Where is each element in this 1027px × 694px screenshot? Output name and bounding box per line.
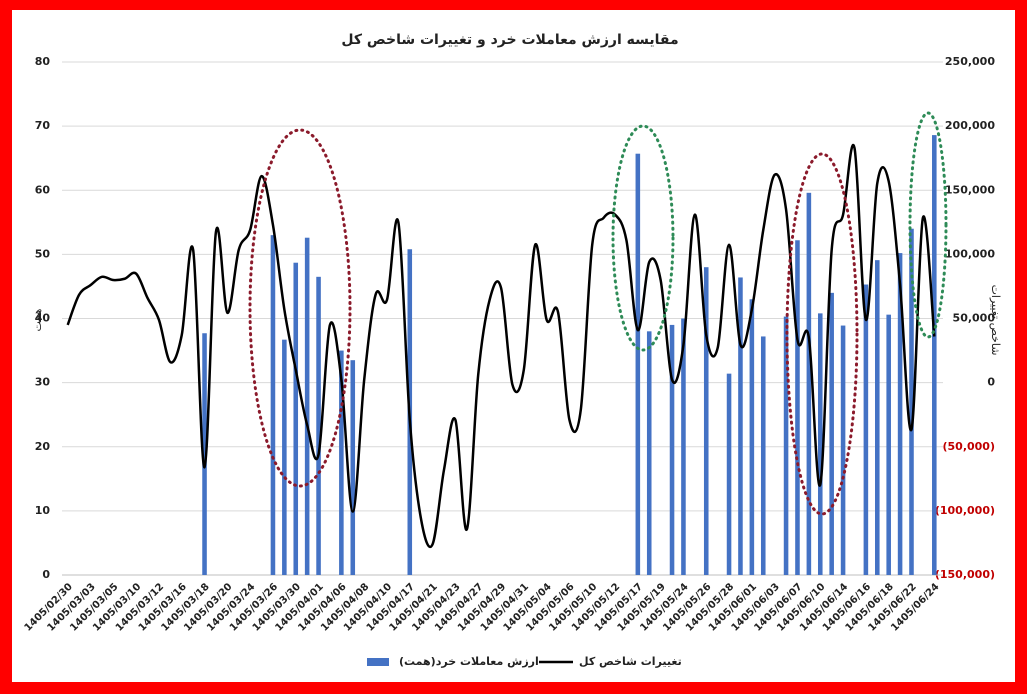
bar bbox=[316, 276, 321, 575]
y-tick-label: 0 bbox=[42, 568, 50, 581]
bar bbox=[783, 316, 789, 575]
bar bbox=[897, 253, 903, 575]
y2-tick-label: 100,000 bbox=[945, 247, 995, 260]
bar bbox=[726, 373, 732, 575]
bar bbox=[703, 267, 709, 575]
bar bbox=[350, 360, 356, 575]
bar bbox=[749, 299, 755, 575]
line bbox=[66, 143, 936, 549]
bar bbox=[806, 192, 812, 575]
bar bbox=[270, 235, 276, 575]
chart-title: مقایسه ارزش معاملات خرد و تغییرات شاخص ک… bbox=[341, 32, 678, 48]
bar bbox=[202, 333, 207, 575]
bar bbox=[635, 153, 641, 576]
bar bbox=[738, 277, 743, 575]
bar bbox=[932, 135, 937, 575]
bar bbox=[282, 339, 287, 575]
bar bbox=[669, 324, 675, 575]
y-tick-label: 20 bbox=[35, 440, 51, 453]
bar bbox=[795, 240, 800, 575]
bar bbox=[840, 325, 846, 575]
y2-tick-label: 150,000 bbox=[945, 183, 995, 196]
y2-axis-title: شاخص تغییرات bbox=[989, 285, 1002, 356]
y-tick-label: 70 bbox=[35, 119, 51, 132]
ellipse bbox=[611, 124, 675, 352]
plot: 0 10 20 30 40 50 60 70 80 (150,000) (100,000) (50,0… bbox=[23, 55, 996, 668]
y2-tick-label: (50,000) bbox=[942, 440, 995, 453]
y-tick-label: 50 bbox=[35, 247, 51, 260]
bar bbox=[304, 237, 310, 575]
y2-tick-label: 250,000 bbox=[945, 55, 995, 68]
y-tick-label: 60 bbox=[35, 183, 51, 196]
y-tick-label: 10 bbox=[35, 504, 51, 517]
bar bbox=[293, 262, 299, 575]
annotations bbox=[248, 111, 948, 516]
y2-tick-label: 0 bbox=[987, 376, 995, 389]
bar bbox=[875, 260, 880, 575]
bar bbox=[863, 284, 869, 575]
legend-label: تغییرات شاخص کل bbox=[579, 655, 682, 668]
ellipse bbox=[248, 128, 352, 488]
bar bbox=[817, 313, 823, 575]
y-tick-label: 30 bbox=[35, 376, 51, 389]
y2-tick-label: (150,000) bbox=[935, 568, 995, 581]
bar bbox=[760, 336, 766, 575]
bar bbox=[909, 228, 914, 575]
y-axis-title: همت bbox=[31, 308, 44, 331]
bar bbox=[829, 292, 834, 575]
y2-tick-label: (100,000) bbox=[935, 504, 995, 517]
bar bbox=[886, 314, 891, 575]
bar bbox=[646, 331, 652, 575]
y-tick-label: 40 bbox=[35, 312, 51, 325]
y2-tick-label: 50,000 bbox=[953, 312, 996, 325]
ellipse bbox=[908, 111, 948, 339]
chart: مقایسه ارزش معاملات خرد و تغییرات شاخص ک… bbox=[12, 10, 1015, 682]
legend-label: ارزش معاملات خرد(همت) bbox=[399, 655, 539, 668]
y2-tick-label: 200,000 bbox=[945, 119, 995, 132]
bar bbox=[681, 318, 686, 575]
bar bbox=[339, 350, 344, 575]
ellipse bbox=[785, 152, 859, 516]
legend-swatch bbox=[367, 658, 389, 666]
y-tick-label: 80 bbox=[35, 55, 51, 68]
